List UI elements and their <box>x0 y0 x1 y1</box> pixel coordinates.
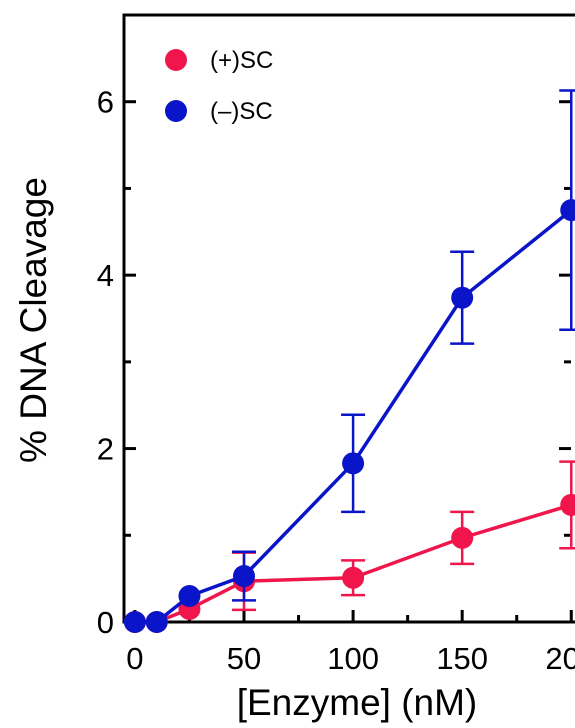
legend: (+)SC (–)SC <box>165 47 273 125</box>
data-point <box>145 611 168 633</box>
y-axis-title: % DNA Cleavage <box>13 177 54 463</box>
axes <box>122 13 575 624</box>
legend-label: (–)SC <box>210 98 273 125</box>
data-point <box>342 452 365 475</box>
y-tick-label: 6 <box>97 85 114 120</box>
plot-frame <box>122 13 575 624</box>
data-point <box>233 565 255 588</box>
legend-label: (+)SC <box>210 47 273 74</box>
x-tick-label: 100 <box>327 641 379 676</box>
data-point <box>560 199 575 222</box>
data-point <box>178 584 201 607</box>
data-point <box>451 526 474 549</box>
legend-marker <box>165 100 187 122</box>
series <box>123 89 575 633</box>
series-1 <box>123 460 575 633</box>
y-tick-label: 4 <box>97 258 114 293</box>
data-point <box>123 611 146 633</box>
data-point <box>342 566 365 589</box>
x-tick-label: 0 <box>126 641 143 676</box>
series-2 <box>123 89 575 633</box>
x-tick-label: 200 <box>545 641 575 676</box>
y-tick-label: 0 <box>97 605 114 640</box>
x-axis-title: [Enzyme] (nM) <box>237 682 478 723</box>
data-point <box>451 286 474 309</box>
legend-marker <box>165 49 187 71</box>
data-point <box>560 493 575 516</box>
y-tick-label: 2 <box>97 432 114 467</box>
x-tick-label: 150 <box>436 641 488 676</box>
x-tick-label: 50 <box>227 641 261 676</box>
ticks: 0 2 4 6 0 50 100 150 200 <box>97 85 575 676</box>
